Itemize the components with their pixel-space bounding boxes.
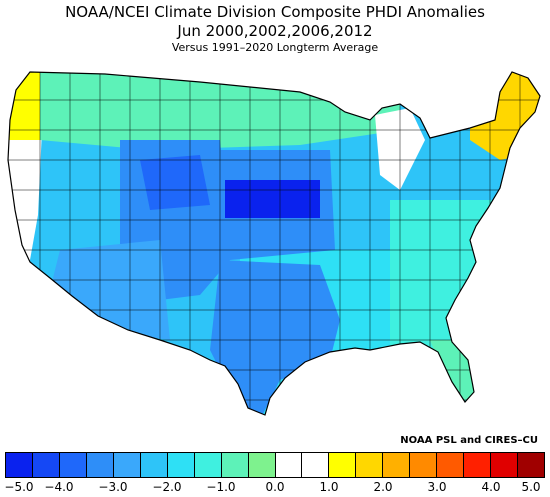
region-southwest [50,240,170,340]
legend-swatch [59,453,87,477]
legend-swatch [437,453,465,477]
legend-swatch [383,453,411,477]
legend-tick-label: −1.0 [206,480,236,494]
us-climate-division-map [7,71,541,416]
map-baseline: Versus 1991–2020 Longterm Average [171,41,379,54]
legend-swatch [464,453,492,477]
legend-swatch [86,453,114,477]
legend-swatch [356,453,384,477]
legend-swatch [221,453,249,477]
map-title: NOAA/NCEI Climate Division Composite PHD… [65,3,485,21]
legend-swatch [302,453,330,477]
legend-tick-label: −3.0 [98,480,128,494]
legend-tick-label: 4.0 [481,480,501,494]
legend-swatch [167,453,195,477]
legend-swatch [140,453,168,477]
region-southeast [390,200,540,415]
region-rockies-core [140,155,210,210]
legend-swatch [329,453,357,477]
legend-swatch [410,453,438,477]
legend-tick-label: 1.0 [319,480,339,494]
legend-swatch [248,453,276,477]
region-plains-core [225,180,320,218]
legend-tick-label: −2.0 [152,480,182,494]
legend-swatch [32,453,60,477]
region-northeast [470,72,540,160]
color-legend [5,452,545,478]
credit-label: NOAA PSL and CIRES–CU [400,435,538,446]
legend-tick-label: 2.0 [373,480,393,494]
legend-swatch [518,453,545,477]
legend-tick-label: −5.0 [4,480,34,494]
legend-swatch [113,453,141,477]
division-grid [8,72,540,415]
legend-swatch [275,453,303,477]
legend-swatch [194,453,222,477]
legend-tick-label: 0.0 [265,480,285,494]
legend-swatch [491,453,519,477]
legend-tick-label: 5.0 [521,480,541,494]
legend-tick-label: 3.0 [427,480,447,494]
map-period: Jun 2000,2002,2006,2012 [177,22,373,40]
legend-swatch [6,453,33,477]
legend-tick-label: −4.0 [44,480,74,494]
